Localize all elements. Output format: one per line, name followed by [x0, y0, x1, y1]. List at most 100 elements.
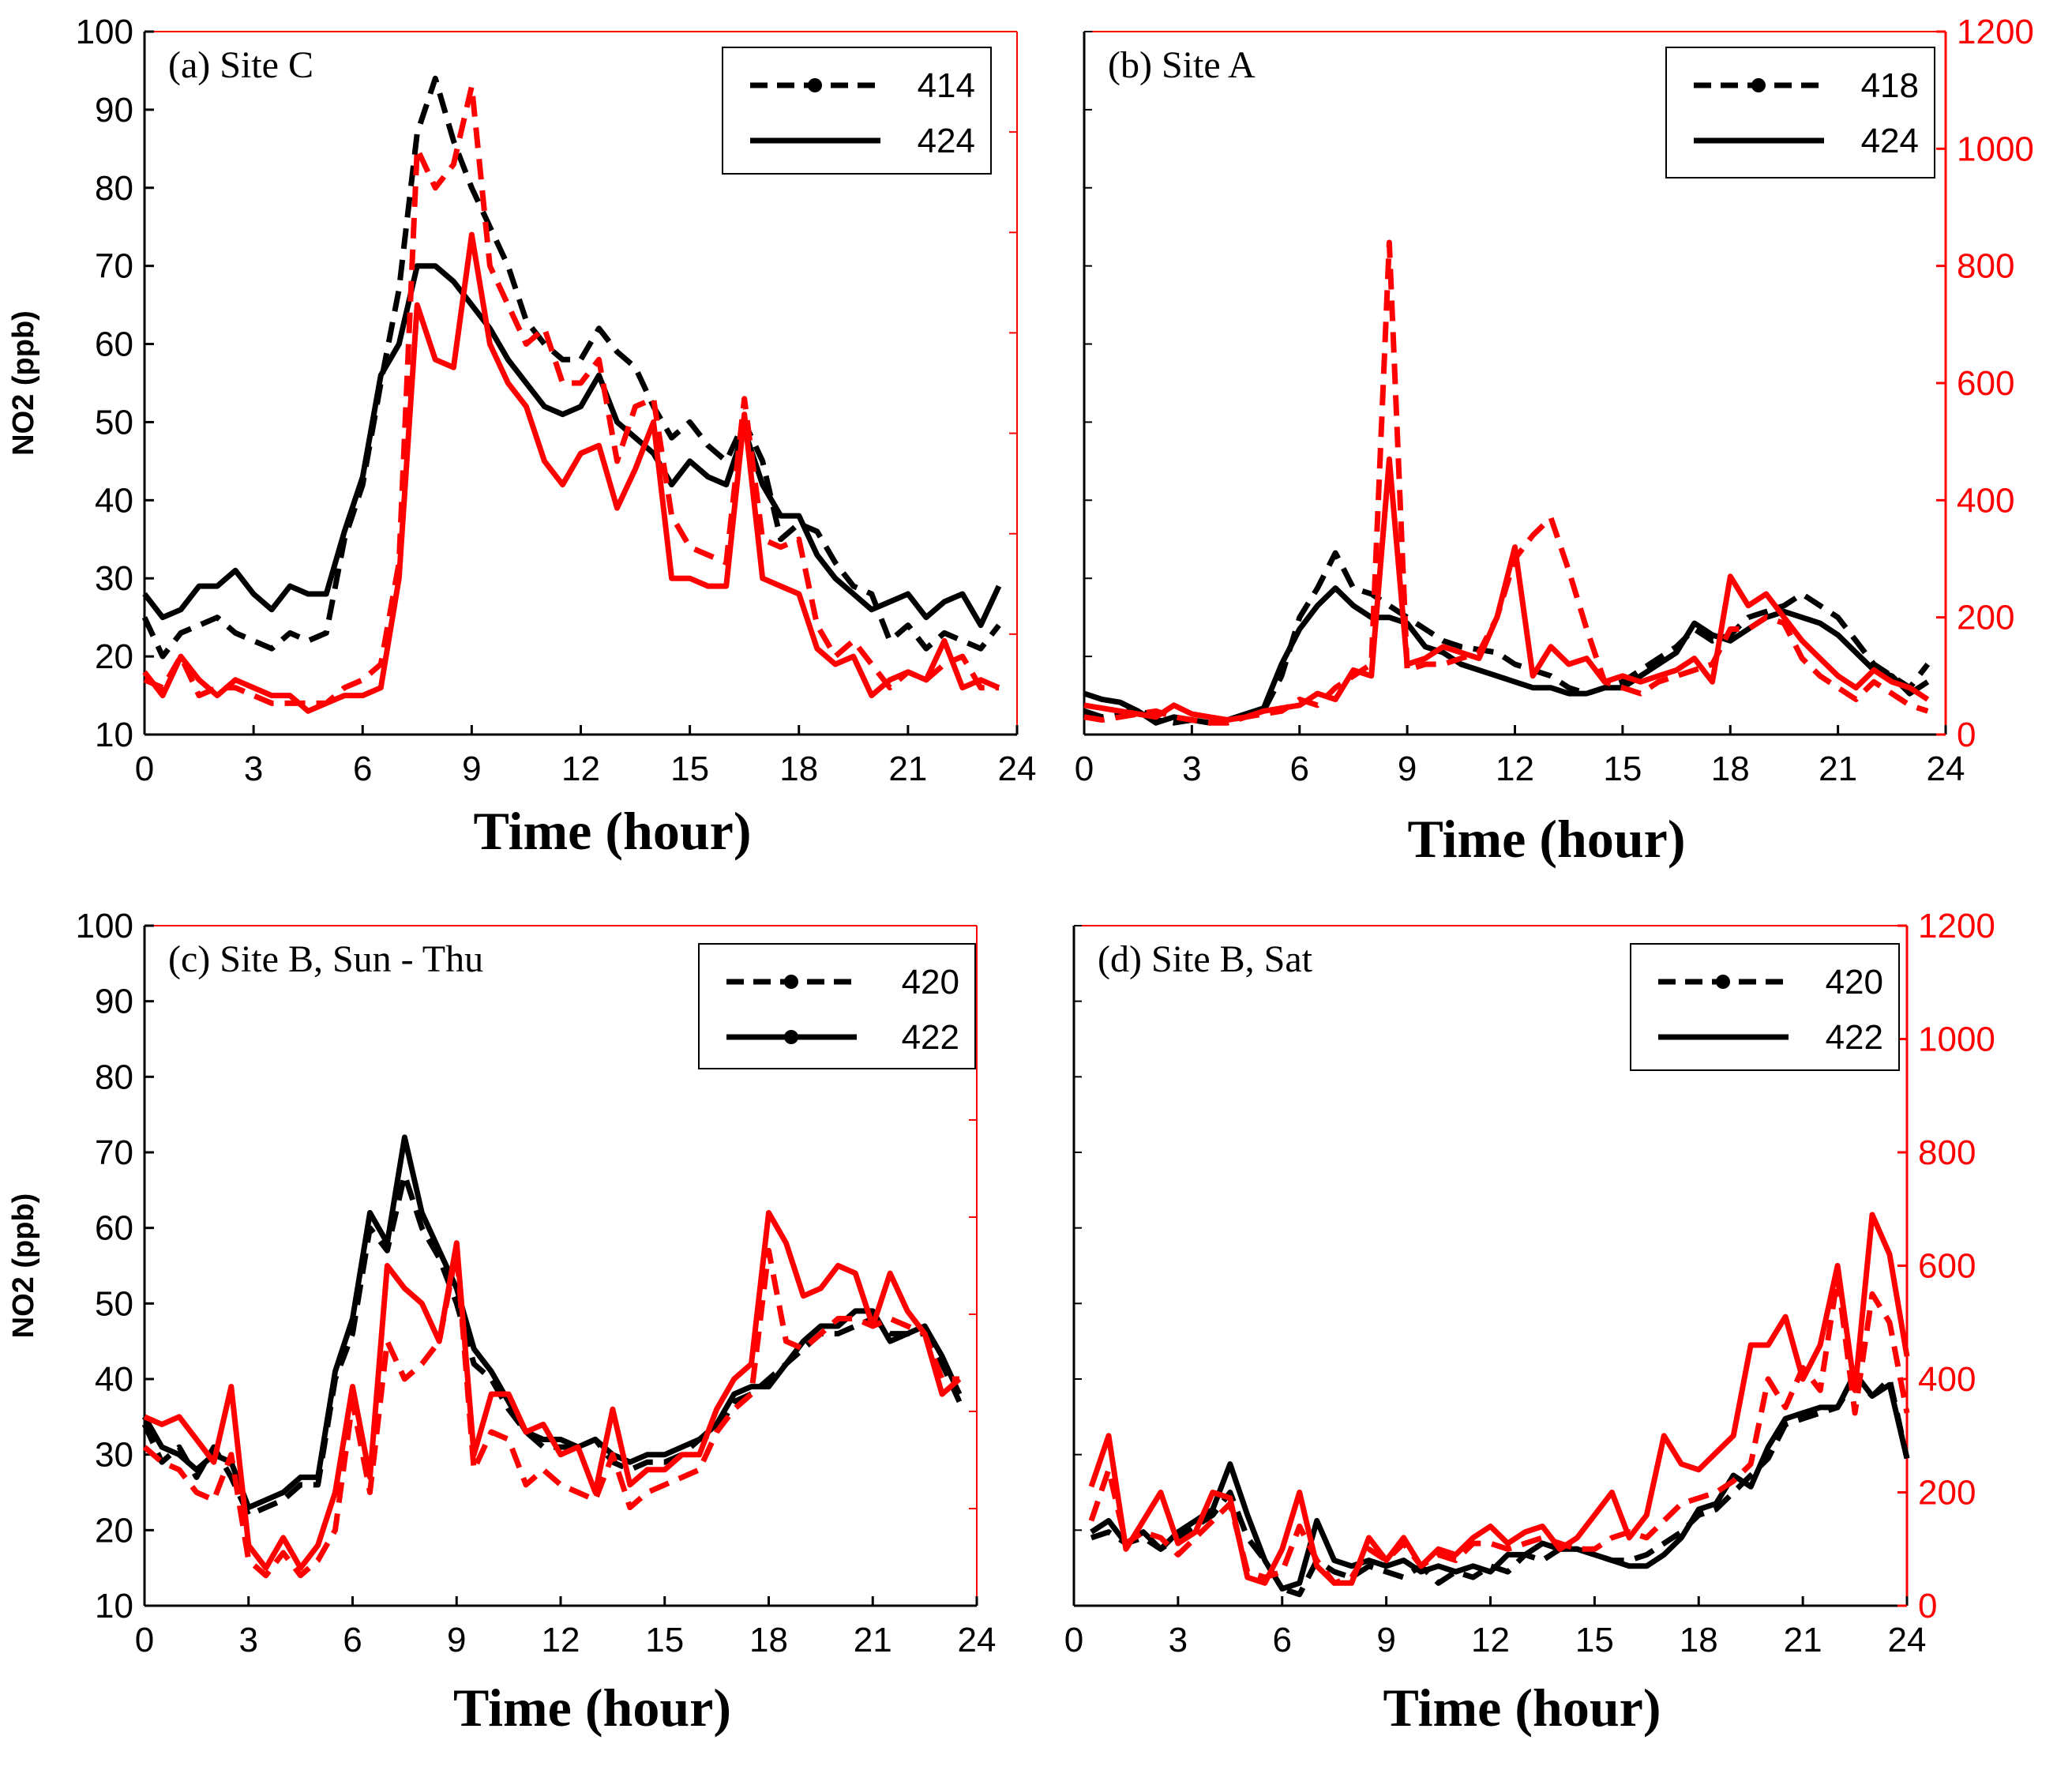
panel-title: (c) Site B, Sun - Thu: [168, 938, 483, 980]
legend-marker: [808, 78, 822, 92]
y-tick-label: 80: [95, 1058, 133, 1096]
series-line-418-right-axis-: [1083, 239, 1929, 726]
legend-marker: [784, 975, 798, 989]
x-tick-label: 0: [1064, 1621, 1083, 1659]
x-tick-label: 18: [779, 750, 818, 788]
y2-tick-label: 400: [1957, 481, 2014, 520]
x-tick-label: 21: [1784, 1621, 1822, 1659]
x-tick-label: 24: [958, 1621, 997, 1659]
y2-tick-label: 800: [1957, 247, 2014, 286]
legend-box: [722, 47, 992, 175]
legend-label: 422: [1826, 1018, 1883, 1057]
x-tick-label: 21: [888, 750, 927, 788]
series-line-420-right-axis-: [142, 1247, 959, 1579]
y-tick-label: 100: [76, 13, 133, 51]
y2-tick-label: 800: [1918, 1133, 1976, 1172]
y-tick-label: 60: [95, 325, 133, 364]
x-tick-label: 18: [749, 1621, 788, 1659]
y-tick-label: 20: [95, 1511, 133, 1550]
x-tick-label: 9: [462, 750, 481, 788]
y-tick-label: 30: [95, 559, 133, 598]
x-tick-label: 15: [1603, 750, 1642, 788]
x-tick-label: 6: [343, 1621, 362, 1659]
y-tick-label: 10: [95, 1587, 133, 1625]
y2-tick-label: 0: [1957, 716, 1976, 754]
panel-title: (d) Site B, Sat: [1098, 938, 1313, 980]
x-tick-label: 24: [1888, 1621, 1927, 1659]
x-tick-label: 24: [998, 750, 1037, 788]
x-tick-label: 0: [135, 1621, 154, 1659]
x-tick-label: 9: [447, 1621, 466, 1659]
series-line-414-right-axis-: [143, 83, 999, 706]
y2-tick-label: 400: [1918, 1360, 1976, 1399]
x-tick-label: 15: [1575, 1621, 1614, 1659]
series-line-422: [1090, 1370, 1910, 1591]
y-tick-label: 40: [95, 481, 133, 520]
y-tick-label: 70: [95, 247, 133, 286]
legend-marker: [1751, 78, 1766, 92]
series-line-420-right-axis-: [1088, 1274, 1910, 1586]
panel-title: (a) Site C: [168, 44, 313, 86]
panel-title: (b) Site A: [1108, 44, 1256, 86]
legend-marker: [1716, 975, 1730, 989]
y2-tick-label: 200: [1957, 599, 2014, 637]
x-tick-label: 15: [670, 750, 709, 788]
x-axis-label: Time (hour): [453, 1678, 731, 1738]
x-tick-label: 0: [1075, 750, 1094, 788]
x-tick-label: 3: [1169, 1621, 1188, 1659]
y2-tick-label: 200: [1918, 1474, 1976, 1513]
series-line-418: [1083, 550, 1931, 726]
legend-label: 420: [1826, 963, 1883, 1001]
y-tick-label: 40: [95, 1360, 133, 1399]
legend-label: 424: [918, 122, 975, 160]
y-tick-label: 30: [95, 1436, 133, 1475]
x-axis-label: Time (hour): [474, 801, 752, 861]
y2-tick-label: 1200: [1957, 13, 2034, 51]
y-tick-label: 90: [95, 983, 133, 1021]
x-tick-label: 24: [1927, 750, 1965, 788]
y2-tick-label: 1000: [1957, 130, 2034, 168]
x-tick-label: 9: [1398, 750, 1417, 788]
x-tick-label: 21: [854, 1621, 892, 1659]
legend-label: 418: [1861, 66, 1919, 105]
x-tick-label: 12: [1471, 1621, 1510, 1659]
series-line-424-right-axis-: [142, 231, 1000, 714]
y-tick-label: 50: [95, 1284, 133, 1323]
x-tick-label: 6: [1290, 750, 1309, 788]
x-tick-label: 9: [1376, 1621, 1395, 1659]
x-tick-label: 12: [542, 1621, 580, 1659]
y-axis-label: NO2 (ppb): [7, 310, 40, 456]
legend-box: [1665, 47, 1935, 179]
series-line-422-right-axis-: [143, 1210, 962, 1571]
y2-tick-label: 1000: [1918, 1020, 1995, 1059]
y-tick-label: 70: [95, 1133, 133, 1172]
y-axis-label: NO2 (ppb): [7, 1193, 40, 1339]
y-tick-label: 20: [95, 637, 133, 676]
y2-tick-label: 1200: [1918, 907, 1995, 945]
panel-3: 0 3 6 9 12 15 18 21 24 10 20 30 40 50 60 70 80 90 100 (c) S…: [7, 907, 996, 1738]
legend-label: 424: [1861, 122, 1919, 160]
panel-1: 0 3 6 9 12 15 18 21 24 10 20 30 40 50 60 70 80 90 100 (a) S…: [7, 13, 1036, 861]
legend-box: [1630, 943, 1900, 1071]
x-tick-label: 6: [353, 750, 372, 788]
y-tick-label: 90: [95, 91, 133, 130]
series-line-422-right-axis-: [1088, 1212, 1910, 1586]
y-tick-label: 100: [76, 907, 133, 945]
legend-box: [698, 943, 976, 1069]
x-tick-label: 12: [561, 750, 600, 788]
x-tick-label: 3: [244, 750, 263, 788]
legend-label: 422: [902, 1018, 959, 1057]
y2-tick-label: 0: [1918, 1587, 1937, 1625]
x-tick-label: 18: [1711, 750, 1750, 788]
legend-marker: [784, 1030, 798, 1044]
series-line-424-right-axis-: [1083, 456, 1930, 723]
y-tick-label: 50: [95, 403, 133, 442]
x-tick-label: 0: [135, 750, 154, 788]
x-tick-label: 3: [1182, 750, 1201, 788]
legend-label: 414: [918, 66, 975, 105]
series-line-420: [141, 1172, 963, 1518]
x-tick-label: 18: [1680, 1621, 1718, 1659]
x-tick-label: 21: [1819, 750, 1857, 788]
x-axis-label: Time (hour): [1383, 1678, 1661, 1738]
